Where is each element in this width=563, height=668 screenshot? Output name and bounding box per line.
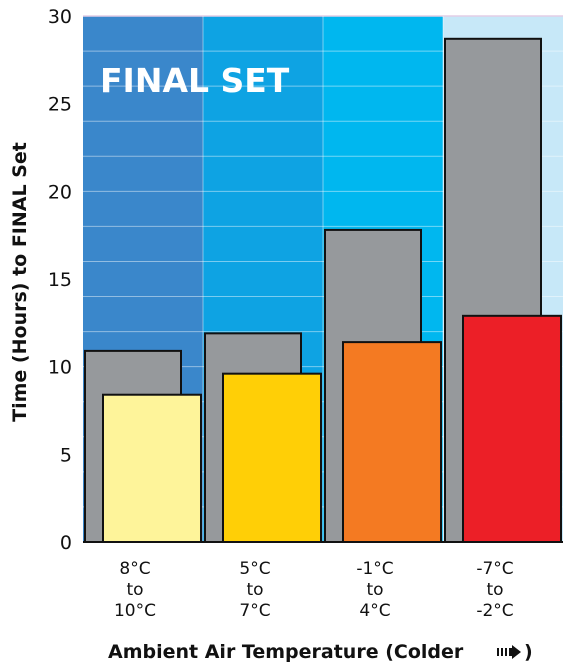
y-tick-labels: 0 5 10 15 20 25 30 <box>48 6 72 554</box>
y-tick-label: 25 <box>48 94 72 116</box>
y-tick-label: 5 <box>60 444 72 466</box>
y-tick-label: 30 <box>48 6 72 28</box>
x-category-label: 4°C <box>359 601 390 621</box>
x-category-label: 10°C <box>114 601 156 621</box>
x-axis-label-close-paren: ) <box>524 641 533 663</box>
bar-color-1 <box>102 393 202 543</box>
bar-color-3 <box>342 341 442 543</box>
x-category-label: 5°C <box>239 559 270 579</box>
x-category-label: -1°C <box>356 559 393 579</box>
bar-color-4 <box>462 314 562 543</box>
y-axis-label: Time (Hours) to FINAL Set <box>9 142 31 422</box>
x-category-label: to <box>246 580 263 600</box>
x-category-label: to <box>126 580 143 600</box>
x-axis-label: Ambient Air Temperature (Colder <box>108 641 464 663</box>
bar-color-2 <box>222 372 322 543</box>
chart-title: FINAL SET <box>100 61 290 100</box>
y-tick-label: 0 <box>60 532 72 554</box>
y-tick-label: 15 <box>48 269 72 291</box>
y-tick-label: 10 <box>48 357 72 379</box>
y-tick-label: 20 <box>48 181 72 203</box>
x-category-label: to <box>366 580 383 600</box>
bars <box>83 37 563 543</box>
x-category-label: to <box>486 580 503 600</box>
x-category-label: -7°C <box>476 559 513 579</box>
x-category-label: 7°C <box>239 601 270 621</box>
striped-right-arrow-icon <box>497 645 521 659</box>
x-category-label: -2°C <box>476 601 513 621</box>
x-category-label: 8°C <box>119 559 150 579</box>
